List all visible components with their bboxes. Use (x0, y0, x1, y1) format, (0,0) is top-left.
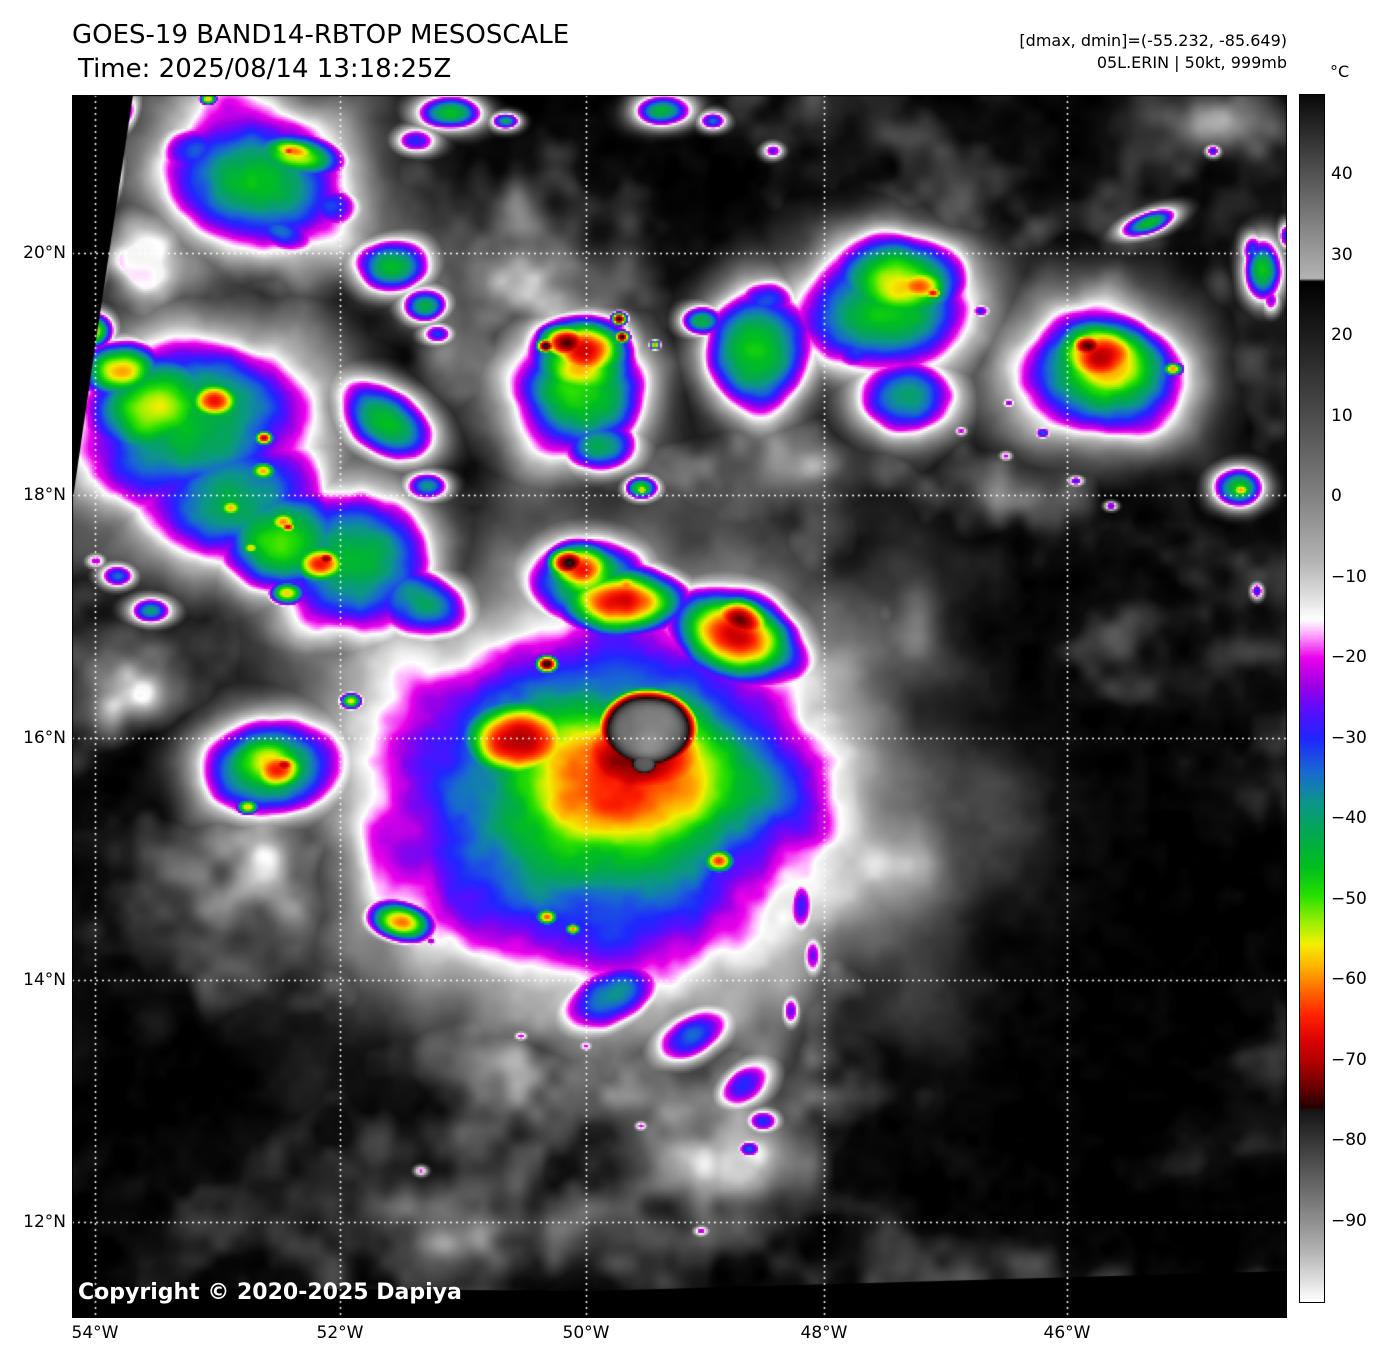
lat-tick-label: 14°N (23, 970, 66, 990)
lon-tick-label: 46°W (1043, 1323, 1091, 1343)
lon-tick-label: 48°W (800, 1323, 848, 1343)
colorbar-tick-label: 20 (1331, 325, 1353, 346)
colorbar-tick-label: −30 (1331, 727, 1367, 748)
lat-tick-label: 16°N (23, 728, 66, 748)
colorbar-tick-label: 10 (1331, 405, 1353, 426)
copyright-label: Copyright © 2020-2025 Dapiya (78, 1280, 462, 1305)
page-title: GOES-19 BAND14-RBTOP MESOSCALE (72, 20, 570, 50)
lon-tick-label: 50°W (562, 1323, 610, 1343)
lat-tick-label: 18°N (23, 485, 66, 505)
time-label: Time: 2025/08/14 13:18:25Z (78, 54, 452, 84)
colorbar-tick-label: −20 (1331, 647, 1367, 668)
colorbar-tick-label: −10 (1331, 566, 1367, 587)
colorbar-tick-label: −40 (1331, 808, 1367, 829)
colorbar-tick-label: 30 (1331, 244, 1353, 265)
colorbar-tick-label: −90 (1331, 1210, 1367, 1231)
lat-tick-label: 20°N (23, 243, 66, 263)
lat-tick-label: 12°N (23, 1212, 66, 1232)
colorbar-tick-label: 0 (1331, 486, 1342, 507)
colorbar-tick-label: −70 (1331, 1049, 1367, 1070)
storm-info-label: 05L.ERIN | 50kt, 999mb (1096, 53, 1287, 72)
colorbar-tick-label: −80 (1331, 1130, 1367, 1151)
colorbar-tick-label: −50 (1331, 888, 1367, 909)
dmax-dmin-label: [dmax, dmin]=(-55.232, -85.649) (1019, 31, 1287, 50)
lon-tick-label: 52°W (316, 1323, 364, 1343)
colorbar (1299, 94, 1325, 1303)
colorbar-unit-label: °C (1330, 62, 1350, 81)
colorbar-tick-label: 40 (1331, 164, 1353, 185)
colorbar-tick-label: −60 (1331, 969, 1367, 990)
satellite-map-image (72, 95, 1287, 1318)
lon-tick-label: 54°W (71, 1323, 119, 1343)
